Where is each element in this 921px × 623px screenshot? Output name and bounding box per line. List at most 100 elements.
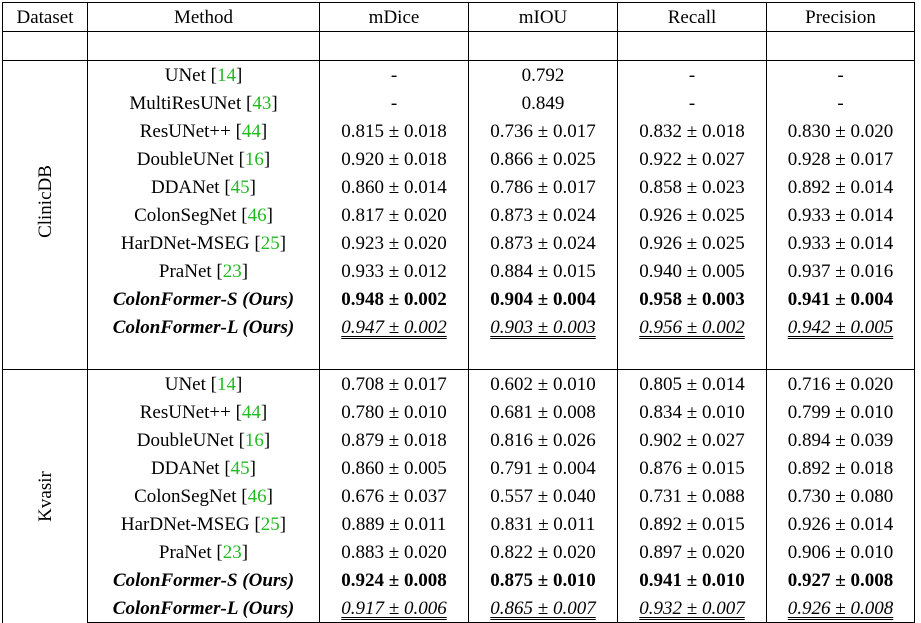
recall-cell: 0.805 ± 0.014 [617, 369, 767, 398]
method-cell: DoubleUNet [16] [87, 145, 320, 173]
header-row: Dataset Method mDice mIOU Recall Precisi… [2, 2, 915, 32]
mdice-cell: 0.860 ± 0.014 [319, 173, 469, 201]
recall-cell: 0.892 ± 0.015 [617, 510, 767, 538]
miou-cell: 0.816 ± 0.026 [468, 426, 618, 454]
mdice-cell: 0.708 ± 0.017 [319, 369, 469, 398]
table-row: ColonFormer-L (Ours) 0.947 ± 0.002 0.903 ±… [3, 313, 915, 341]
precision-cell: 0.892 ± 0.014 [766, 173, 915, 201]
method-cell: DDANet [45] [87, 173, 320, 201]
method-name: DDANet [150, 457, 220, 479]
recall-cell: 0.926 ± 0.025 [617, 201, 767, 229]
precision-value: 0.906 ± 0.010 [787, 541, 894, 563]
precision-value: 0.933 ± 0.014 [787, 232, 894, 254]
precision-cell: 0.941 ± 0.004 [766, 285, 915, 313]
citation-link[interactable]: 43 [252, 92, 272, 114]
mdice-value: - [390, 92, 398, 114]
header-miou: mIOU [468, 2, 618, 32]
method-cell: MultiResUNet [43] [87, 89, 320, 117]
mdice-value: 0.817 ± 0.020 [341, 204, 447, 226]
miou-cell: 0.904 ± 0.004 [468, 285, 618, 313]
miou-value: 0.873 ± 0.024 [490, 232, 596, 254]
dataset-cell: ClinicDB [2, 60, 88, 341]
precision-value: 0.937 ± 0.016 [787, 260, 894, 282]
precision-value: 0.892 ± 0.014 [787, 176, 894, 198]
precision-value: 0.933 ± 0.014 [787, 204, 894, 226]
method-name: ResUNet++ [139, 401, 231, 423]
precision-cell: 0.942 ± 0.005 [766, 313, 915, 341]
citation-link[interactable]: 45 [230, 176, 250, 198]
results-body: ClinicDB UNet [14] -0.792- - MultiResUNet [4… [2, 60, 915, 623]
recall-cell: - [617, 89, 767, 117]
citation-link[interactable]: 44 [241, 401, 261, 423]
miou-cell: 0.873 ± 0.024 [468, 201, 618, 229]
precision-cell: 0.926 ± 0.014 [766, 510, 915, 538]
table-row: ClinicDB UNet [14] - 0.792 - - [2, 60, 915, 341]
precision-cell: 0.894 ± 0.039 [766, 426, 915, 454]
table-row: ColonFormer-L (Ours) 0.917 ± 0.006 0.865 ±… [3, 594, 915, 623]
method-cell: DDANet [45] [87, 454, 320, 482]
mdice-cell: 0.780 ± 0.010 [319, 398, 469, 426]
method-name: DoubleUNet [136, 429, 234, 451]
mdice-value: 0.923 ± 0.020 [341, 232, 447, 254]
recall-value: 0.876 ± 0.015 [639, 457, 745, 479]
table-row: ResUNet++ [44] 0.780 ± 0.010 0.681 ± 0.008… [3, 398, 915, 426]
miou-cell: 0.903 ± 0.003 [468, 313, 618, 341]
precision-cell: 0.730 ± 0.080 [766, 482, 915, 510]
mdice-cell: 0.883 ± 0.020 [319, 538, 469, 566]
table-row: ColonSegNet [46] 0.676 ± 0.037 0.557 ± 0.0… [3, 482, 915, 510]
precision-value: 0.941 ± 0.004 [787, 288, 894, 310]
miou-value: 0.873 ± 0.024 [490, 204, 596, 226]
mdice-cell: - [319, 89, 469, 117]
citation-link[interactable]: 16 [244, 148, 264, 170]
mdice-value: 0.780 ± 0.010 [341, 401, 447, 423]
citation-link[interactable]: 44 [241, 120, 261, 142]
precision-cell: 0.933 ± 0.014 [766, 201, 915, 229]
citation-link[interactable]: 46 [247, 485, 267, 507]
citation-link[interactable]: 45 [230, 457, 250, 479]
table-row: DDANet [45] 0.860 ± 0.014 0.786 ± 0.017 0.8… [3, 173, 915, 201]
method-cell: ColonFormer-L (Ours) [87, 313, 320, 341]
header-precision: Precision [766, 2, 915, 32]
recall-value: 0.922 ± 0.027 [639, 148, 745, 170]
recall-value: 0.805 ± 0.014 [639, 373, 745, 395]
citation-link[interactable]: 16 [244, 429, 264, 451]
mdice-cell: 0.948 ± 0.002 [319, 285, 469, 313]
recall-cell: 0.926 ± 0.025 [617, 229, 767, 257]
citation-link[interactable]: 23 [222, 541, 242, 563]
table-row: PraNet [23] 0.883 ± 0.020 0.822 ± 0.020 0.8… [3, 538, 915, 566]
recall-value: 0.940 ± 0.005 [639, 260, 745, 282]
miou-cell: 0.557 ± 0.040 [468, 482, 618, 510]
recall-value: 0.956 ± 0.002 [639, 316, 745, 338]
method-cell: ColonFormer-S (Ours) [87, 566, 320, 594]
citation-link[interactable]: 46 [247, 204, 267, 226]
recall-value: 0.858 ± 0.023 [639, 176, 745, 198]
miou-cell: 0.822 ± 0.020 [468, 538, 618, 566]
citation-link[interactable]: 14 [216, 64, 236, 86]
citation-link[interactable]: 23 [222, 260, 242, 282]
precision-value: 0.730 ± 0.080 [787, 485, 894, 507]
recall-cell: 0.731 ± 0.088 [617, 482, 767, 510]
recall-value: - [688, 64, 696, 86]
mdice-value: 0.708 ± 0.017 [341, 373, 447, 395]
recall-value: - [688, 92, 696, 114]
miou-value: 0.792 [521, 64, 565, 86]
miou-value: 0.681 ± 0.008 [490, 401, 596, 423]
citation-link[interactable]: 25 [260, 232, 280, 254]
table-row: Kvasir UNet [14] 0.708 ± 0.017 0.602 ± 0.01… [2, 369, 915, 623]
recall-value: 0.958 ± 0.003 [639, 288, 745, 310]
citation-link[interactable]: 25 [260, 513, 280, 535]
recall-value: 0.902 ± 0.027 [639, 429, 745, 451]
recall-value: 0.941 ± 0.010 [639, 569, 745, 591]
recall-cell: 0.940 ± 0.005 [617, 257, 767, 285]
precision-cell: - [766, 89, 915, 117]
recall-cell: 0.858 ± 0.023 [617, 173, 767, 201]
precision-cell: 0.799 ± 0.010 [766, 398, 915, 426]
mdice-cell: - [319, 60, 469, 89]
table-row: ColonSegNet [46] 0.817 ± 0.020 0.873 ± 0.0… [3, 201, 915, 229]
mdice-cell: 0.923 ± 0.020 [319, 229, 469, 257]
citation-link[interactable]: 14 [216, 373, 236, 395]
recall-cell: 0.922 ± 0.027 [617, 145, 767, 173]
method-name: UNet [164, 373, 206, 395]
miou-cell: 0.681 ± 0.008 [468, 398, 618, 426]
